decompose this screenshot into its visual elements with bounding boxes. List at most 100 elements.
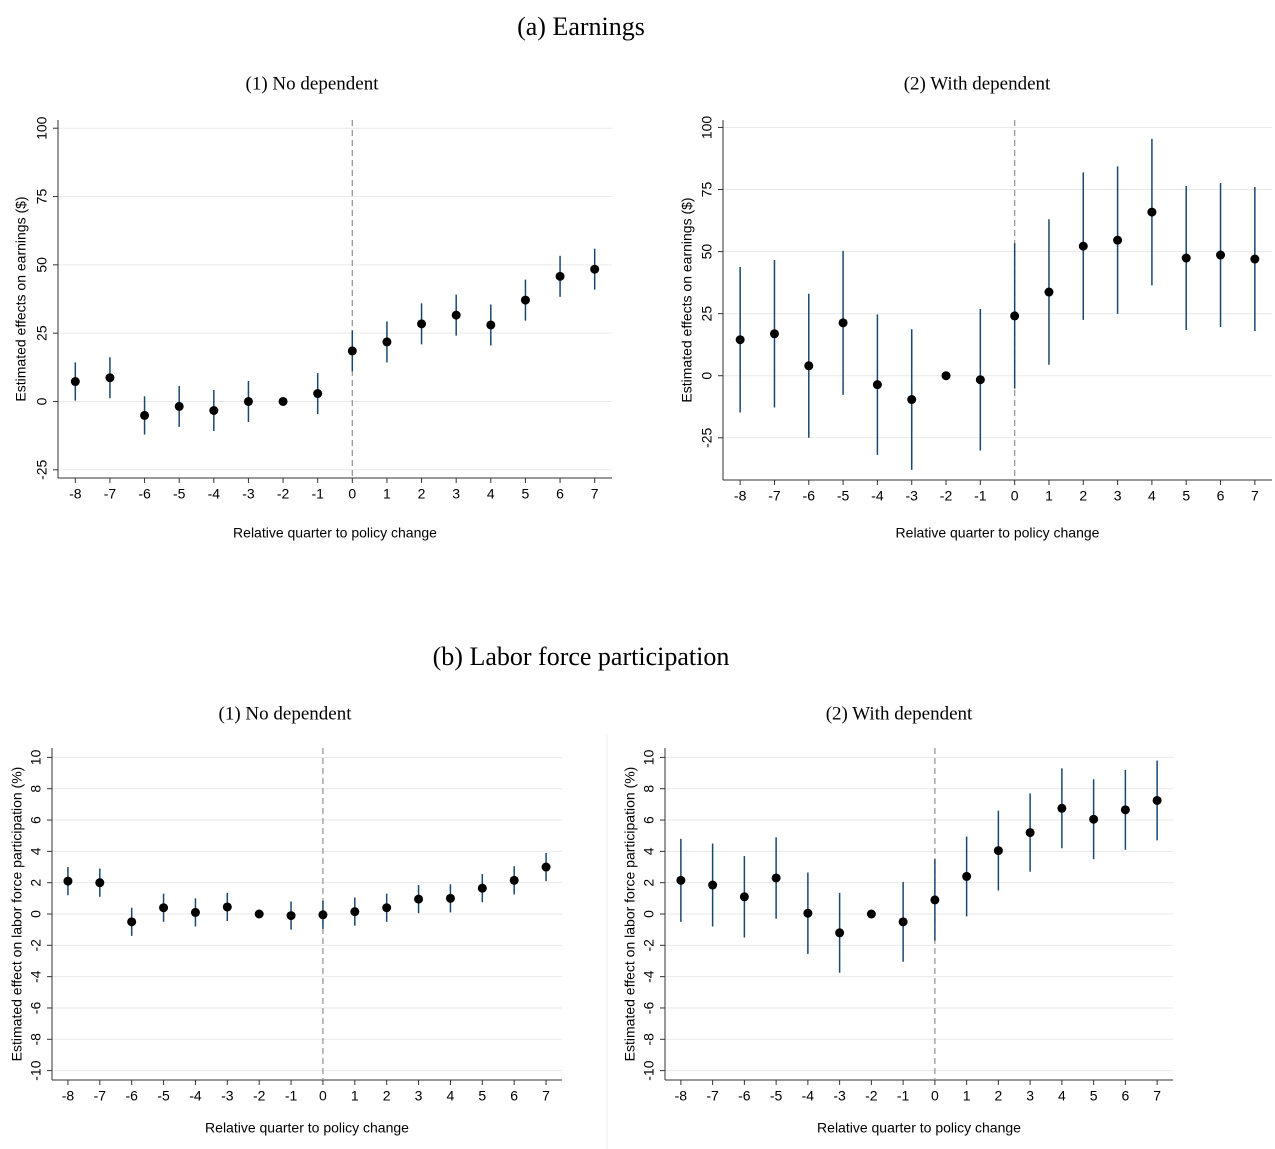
point xyxy=(735,335,745,345)
x-tick-label: -1 xyxy=(974,488,987,504)
point xyxy=(222,902,232,912)
x-tick-label: 1 xyxy=(351,1088,359,1104)
x-tick-label: -2 xyxy=(253,1088,266,1104)
point xyxy=(541,862,551,872)
x-tick-label: 0 xyxy=(319,1088,327,1104)
x-tick-label: 3 xyxy=(452,486,460,502)
point xyxy=(174,401,184,411)
x-tick-label: -7 xyxy=(768,488,781,504)
point xyxy=(941,371,951,381)
y-tick-label: -8 xyxy=(28,1033,44,1046)
x-tick-label: -3 xyxy=(242,486,255,502)
point xyxy=(1044,287,1054,297)
y-tick-label: 0 xyxy=(641,910,657,918)
point xyxy=(63,876,73,886)
x-tick-label: -7 xyxy=(706,1088,719,1104)
y-tick-label: 100 xyxy=(699,116,715,140)
x-tick-label: 5 xyxy=(478,1088,486,1104)
point xyxy=(254,909,264,919)
x-tick-label: -3 xyxy=(833,1088,846,1104)
point xyxy=(708,880,718,890)
y-tick-label: -2 xyxy=(641,939,657,952)
point xyxy=(313,389,323,399)
point xyxy=(209,405,219,415)
y-tick-label: 25 xyxy=(699,306,715,322)
x-tick-label: 5 xyxy=(522,486,530,502)
x-tick-label: -7 xyxy=(94,1088,107,1104)
x-tick-label: 6 xyxy=(1217,488,1225,504)
x-tick-label: 6 xyxy=(510,1088,518,1104)
point xyxy=(993,846,1003,856)
x-tick-label: 4 xyxy=(487,486,495,502)
x-tick-label: -8 xyxy=(675,1088,688,1104)
x-tick-label: -4 xyxy=(208,486,221,502)
x-tick-label: -5 xyxy=(173,486,186,502)
point xyxy=(318,910,328,920)
point xyxy=(1078,241,1088,251)
point xyxy=(872,380,882,390)
x-tick-label: 7 xyxy=(1251,488,1259,504)
x-tick-label: -1 xyxy=(311,486,324,502)
point xyxy=(382,337,392,347)
point xyxy=(278,396,288,406)
point xyxy=(835,928,845,938)
point xyxy=(445,893,455,903)
y-tick-label: 0 xyxy=(699,372,715,380)
point xyxy=(286,911,296,921)
y-tick-label: 2 xyxy=(28,879,44,887)
point xyxy=(414,894,424,904)
point xyxy=(347,346,357,356)
x-tick-label: -8 xyxy=(69,486,82,502)
point xyxy=(1010,311,1020,321)
chart-title: (1) No dependent xyxy=(219,703,353,724)
y-tick-label: 10 xyxy=(641,749,657,765)
point xyxy=(451,310,461,320)
y-axis-label: Estimated effect on labor force particip… xyxy=(9,767,25,1062)
y-tick-label: -10 xyxy=(28,1060,44,1080)
point xyxy=(243,396,253,406)
y-tick-label: -6 xyxy=(641,1002,657,1015)
y-tick-label: -4 xyxy=(641,970,657,983)
x-tick-label: 7 xyxy=(542,1088,550,1104)
x-tick-label: 2 xyxy=(1079,488,1087,504)
point xyxy=(771,873,781,883)
x-tick-label: 4 xyxy=(1058,1088,1066,1104)
y-axis-label: Estimated effects on earnings ($) xyxy=(13,196,29,401)
y-axis-label: Estimated effect on labor force particip… xyxy=(622,767,638,1062)
x-tick-label: -8 xyxy=(734,488,747,504)
x-tick-label: 6 xyxy=(556,486,564,502)
point xyxy=(676,875,686,885)
point xyxy=(930,895,940,905)
x-tick-label: 7 xyxy=(591,486,599,502)
point xyxy=(838,318,848,328)
y-tick-label: -10 xyxy=(641,1060,657,1080)
x-tick-label: 0 xyxy=(1011,488,1019,504)
point xyxy=(95,878,105,888)
x-tick-label: -4 xyxy=(871,488,884,504)
y-tick-label: 100 xyxy=(34,116,50,140)
point xyxy=(803,908,813,918)
point xyxy=(1152,795,1162,805)
y-tick-label: 0 xyxy=(34,397,50,405)
x-tick-label: -3 xyxy=(905,488,918,504)
chart-title: (2) With dependent xyxy=(904,73,1051,94)
x-tick-label: -7 xyxy=(104,486,117,502)
y-tick-label: -6 xyxy=(28,1002,44,1015)
point xyxy=(590,264,600,274)
point xyxy=(417,319,427,329)
y-tick-label: 75 xyxy=(699,182,715,198)
x-tick-label: 2 xyxy=(383,1088,391,1104)
point xyxy=(898,917,908,927)
point xyxy=(127,917,137,927)
y-tick-label: 4 xyxy=(641,847,657,855)
x-tick-label: -2 xyxy=(865,1088,878,1104)
point xyxy=(907,395,917,405)
point xyxy=(1113,235,1123,245)
y-tick-label: 75 xyxy=(34,189,50,205)
x-tick-label: 0 xyxy=(348,486,356,502)
x-tick-label: 2 xyxy=(994,1088,1002,1104)
y-tick-label: 6 xyxy=(641,816,657,824)
y-tick-label: 0 xyxy=(28,910,44,918)
point xyxy=(1025,828,1035,838)
x-tick-label: 1 xyxy=(383,486,391,502)
